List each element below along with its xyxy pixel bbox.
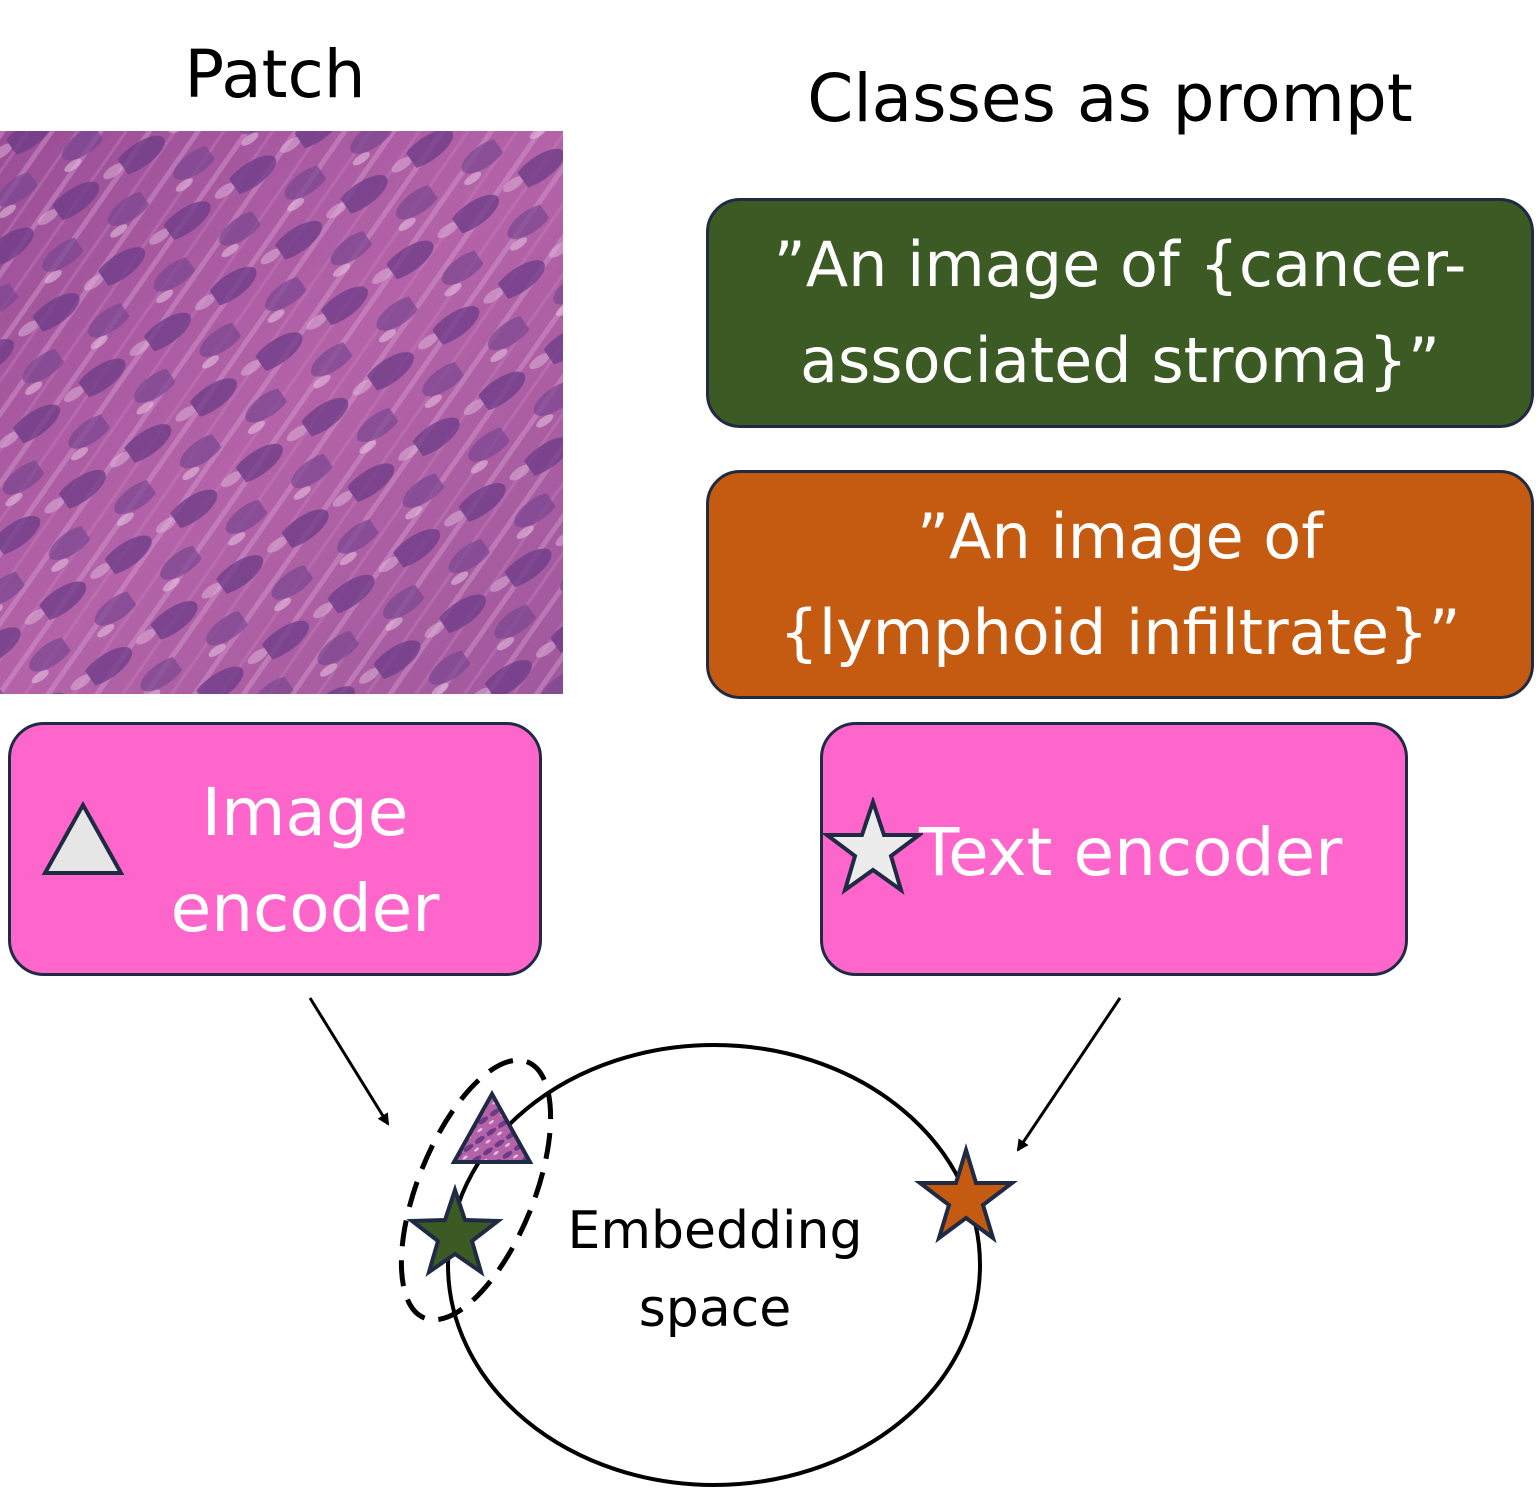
text-encoder-label: Text encoder [919, 814, 1343, 891]
patch-heading: Patch [184, 36, 366, 113]
image-encoder-box: Image encoder [8, 722, 542, 976]
text-arrow [1016, 997, 1122, 1152]
prompt-cancer-associated-stroma: ”An image of {cancer- associated stroma}… [706, 198, 1534, 428]
prompt-stroma-line2: associated stroma}” [800, 324, 1440, 397]
image-encoder-line1: Image [201, 774, 409, 851]
star-icon [823, 797, 923, 895]
prompt-lymphoid-line2: {lymphoid infiltrate}” [779, 595, 1461, 669]
text-encoder-box: Text encoder [820, 722, 1408, 976]
image-arrow [308, 997, 390, 1126]
matched-pair-dashed-ellipse [398, 1057, 554, 1323]
prompt-stroma-line1: ”An image of {cancer- [773, 228, 1467, 301]
green-star-icon [406, 1183, 504, 1277]
classes-heading: Classes as prompt [807, 60, 1413, 137]
triangle-icon [41, 801, 125, 875]
patch-triangle-icon [450, 1089, 534, 1164]
embedding-space-circle [446, 1043, 982, 1487]
histology-patch-image [0, 131, 563, 694]
orange-star-icon [914, 1143, 1018, 1244]
embedding-space-label: Embedding space [560, 1192, 870, 1348]
embedding-label-line1: Embedding [567, 1201, 863, 1261]
prompt-lymphoid-line1: ”An image of [916, 499, 1324, 573]
embedding-label-line2: space [638, 1279, 792, 1339]
prompt-lymphoid-infiltrate: ”An image of {lymphoid infiltrate}” [706, 470, 1534, 699]
image-encoder-line2: encoder [170, 870, 440, 947]
